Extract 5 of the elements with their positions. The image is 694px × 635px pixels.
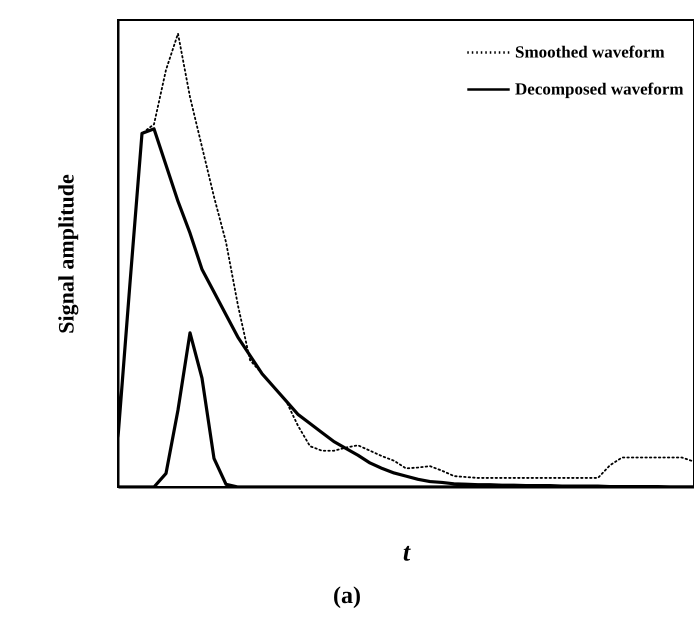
text: (a) — [332, 583, 362, 610]
legend-label: Smoothed waveform — [515, 42, 665, 62]
y-axis-title: Signal amplitude — [54, 174, 78, 334]
legend-label: Decomposed waveform — [515, 80, 684, 98]
x-axis-title: t — [402, 538, 411, 566]
